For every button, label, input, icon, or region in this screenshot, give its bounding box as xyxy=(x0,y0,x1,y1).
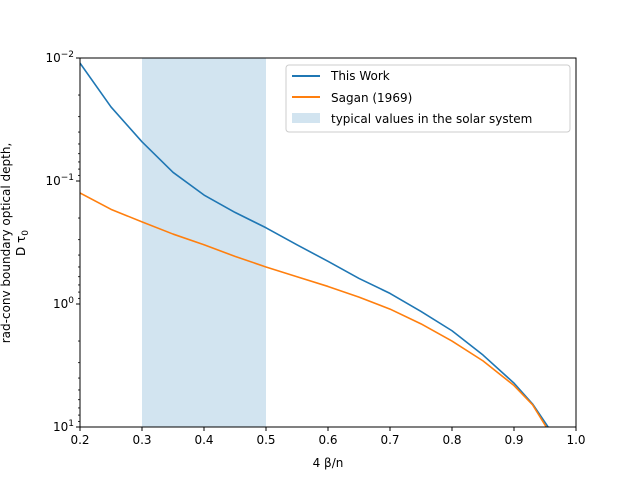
y-tick-label: 10−2 xyxy=(45,50,74,65)
y-tick-label: 100 xyxy=(53,296,74,311)
y-axis-label-symbol: D τ xyxy=(14,236,28,256)
y-axis-label-subscript: 0 xyxy=(21,230,31,236)
x-tick-label: 1.0 xyxy=(566,433,585,447)
legend-label-sagan: Sagan (1969) xyxy=(331,91,412,105)
legend: This Work Sagan (1969) typical values in… xyxy=(285,64,571,133)
plot-area xyxy=(80,58,549,427)
series-lines xyxy=(80,62,549,427)
legend-box xyxy=(285,64,571,133)
x-tick-label: 0.7 xyxy=(380,433,399,447)
series-line-sagan xyxy=(80,192,547,427)
x-tick-label: 0.2 xyxy=(70,433,89,447)
legend-label-shaded: typical values in the solar system xyxy=(331,112,532,126)
series-line-this-work xyxy=(80,62,549,427)
y-axis-label: rad-conv boundary optical depth, D τ0 xyxy=(0,143,31,344)
y-axis-label-line2: D τ0 xyxy=(14,230,31,256)
y-axis-label-line1: rad-conv boundary optical depth, xyxy=(0,143,13,344)
y-tick-label: 101 xyxy=(53,419,74,434)
y-tick-label: 10−1 xyxy=(45,173,74,188)
x-tick-label: 0.4 xyxy=(194,433,213,447)
legend-label-this-work: This Work xyxy=(330,69,390,83)
legend-swatch-shaded xyxy=(292,113,320,123)
y-axis-ticks: 10−2 10−1 100 101 xyxy=(45,50,80,434)
x-tick-label: 0.8 xyxy=(442,433,461,447)
x-tick-label: 0.3 xyxy=(132,433,151,447)
x-axis-ticks: 0.2 0.3 0.4 0.5 0.6 0.7 0.8 0.9 1.0 xyxy=(70,427,586,447)
x-tick-label: 0.5 xyxy=(256,433,275,447)
shaded-region xyxy=(142,58,266,427)
x-tick-label: 0.6 xyxy=(318,433,337,447)
x-tick-label: 0.9 xyxy=(504,433,523,447)
x-axis-label: 4 β/n xyxy=(313,456,344,470)
